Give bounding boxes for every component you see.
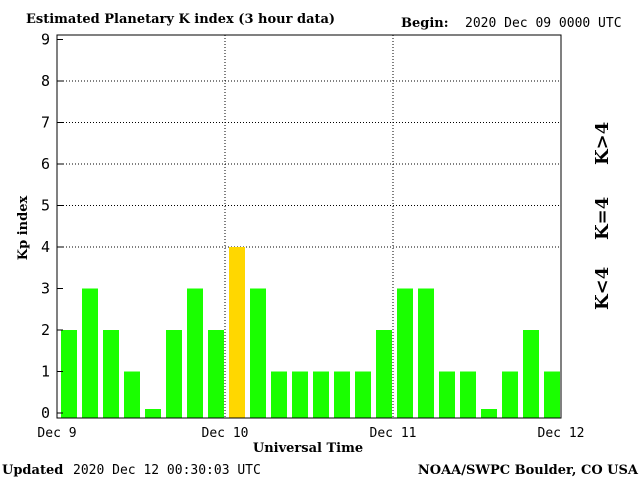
bar bbox=[271, 371, 287, 418]
bar bbox=[82, 288, 98, 418]
x-tick-label: Dec 9 bbox=[37, 426, 76, 441]
bar bbox=[460, 371, 476, 418]
y-axis-label: Kp index bbox=[16, 196, 31, 261]
y-tick-label: 4 bbox=[41, 238, 50, 256]
bar bbox=[544, 371, 560, 418]
bar bbox=[124, 371, 140, 418]
bar bbox=[103, 330, 119, 418]
legend-equal: K=4 bbox=[592, 197, 613, 240]
legend-low: K<4 bbox=[592, 267, 613, 310]
y-tick-label: 3 bbox=[41, 280, 50, 298]
bar bbox=[61, 330, 77, 418]
legend-high: K>4 bbox=[592, 122, 613, 165]
grid bbox=[57, 35, 561, 418]
bar bbox=[229, 247, 245, 418]
y-tick-label: 8 bbox=[41, 72, 50, 90]
bar bbox=[481, 409, 497, 418]
x-ticks: Dec 9 Dec 10 Dec 11 Dec 12 bbox=[37, 426, 584, 441]
begin-label: Begin: bbox=[401, 16, 449, 31]
chart-title: Estimated Planetary K index (3 hour data… bbox=[26, 12, 335, 27]
x-tick-label: Dec 10 bbox=[202, 426, 249, 441]
bar bbox=[313, 371, 329, 418]
bar bbox=[355, 371, 371, 418]
plot-frame bbox=[56, 34, 562, 419]
bars bbox=[61, 247, 560, 418]
bar bbox=[250, 288, 266, 418]
bar bbox=[334, 371, 350, 418]
begin-value: 2020 Dec 09 0000 UTC bbox=[465, 16, 622, 31]
bar bbox=[523, 330, 539, 418]
y-tick-label: 1 bbox=[41, 363, 50, 381]
y-tick-label: 9 bbox=[41, 31, 50, 49]
bar bbox=[166, 330, 182, 418]
bar bbox=[145, 409, 161, 418]
bar bbox=[376, 330, 392, 418]
bar bbox=[208, 330, 224, 418]
updated-label: Updated bbox=[2, 463, 63, 478]
bar bbox=[397, 288, 413, 418]
updated-value: 2020 Dec 12 00:30:03 UTC bbox=[73, 463, 261, 478]
bar bbox=[439, 371, 455, 418]
y-tick-label: 5 bbox=[41, 197, 50, 215]
bar bbox=[502, 371, 518, 418]
bar bbox=[292, 371, 308, 418]
bar bbox=[187, 288, 203, 418]
x-tick-label: Dec 11 bbox=[370, 426, 417, 441]
y-tick-label: 6 bbox=[41, 155, 50, 173]
x-tick-label: Dec 12 bbox=[538, 426, 585, 441]
x-axis-label: Universal Time bbox=[253, 441, 363, 456]
y-tick-label: 0 bbox=[41, 404, 50, 422]
y-ticks: 0 1 2 3 4 5 6 7 8 9 bbox=[41, 31, 63, 422]
source-credit: NOAA/SWPC Boulder, CO USA bbox=[418, 463, 639, 478]
y-tick-label: 2 bbox=[41, 321, 50, 339]
y-tick-label: 7 bbox=[41, 114, 50, 132]
bar bbox=[418, 288, 434, 418]
